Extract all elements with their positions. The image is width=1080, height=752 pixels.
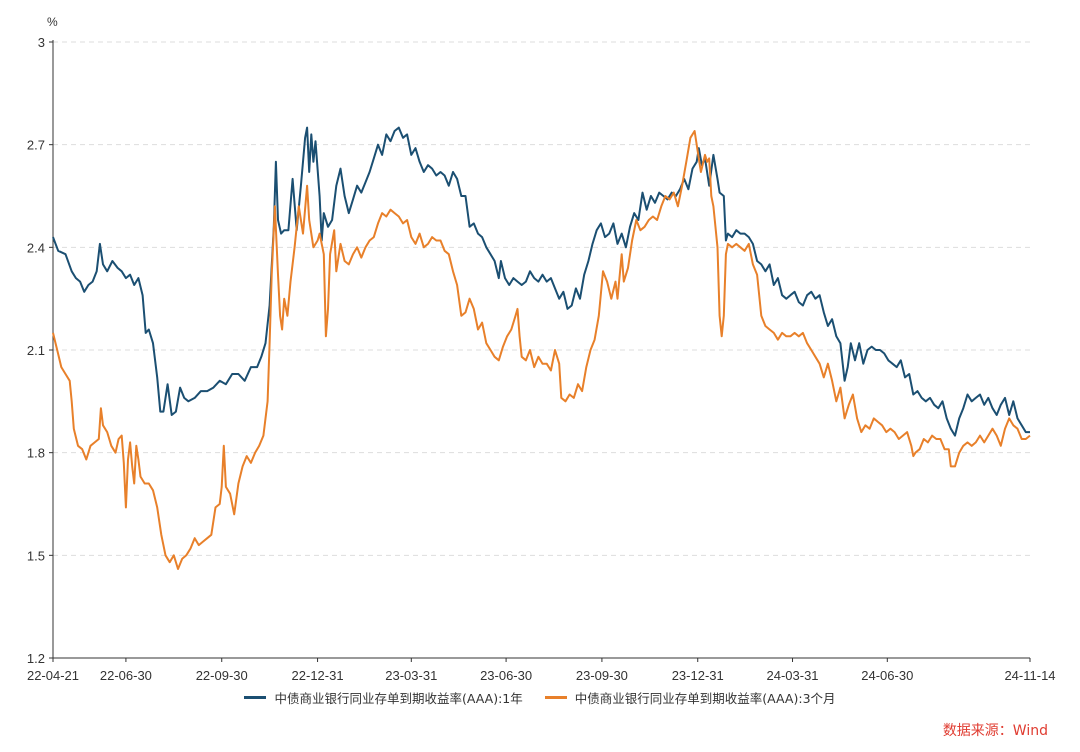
legend: 中债商业银行同业存单到期收益率(AAA):1年 中债商业银行同业存单到期收益率(… xyxy=(0,688,1080,707)
x-tick-label: 22-06-30 xyxy=(100,668,152,680)
axes xyxy=(52,40,1030,659)
y-tick-label: 3 xyxy=(38,35,45,50)
x-tick-label: 22-12-31 xyxy=(292,668,344,680)
y-tick-label: 2.4 xyxy=(27,240,45,255)
data-source-note: 数据来源：Wind xyxy=(942,723,1048,739)
legend-label-1y: 中债商业银行同业存单到期收益率(AAA):1年 xyxy=(274,691,523,706)
x-tick-label: 23-09-30 xyxy=(576,668,628,680)
x-tick-label: 22-04-21 xyxy=(27,668,79,680)
x-tick-label: 24-06-30 xyxy=(861,668,913,680)
gridlines xyxy=(53,41,1030,556)
x-tick-label: 23-03-31 xyxy=(385,668,437,680)
y-tick-label: 2.1 xyxy=(27,343,45,358)
y-tick-label: 1.8 xyxy=(27,446,45,461)
x-tick-label: 23-12-31 xyxy=(672,668,724,680)
y-tick-label: 1.5 xyxy=(27,548,45,563)
legend-label-3m: 中债商业银行同业存单到期收益率(AAA):3个月 xyxy=(574,691,836,706)
x-tick-label: 23-06-30 xyxy=(480,668,532,680)
series-lines xyxy=(52,126,1031,570)
x-axis-ticks: 22-04-21 22-06-30 22-09-30 22-12-31 23-03-31… xyxy=(27,658,1056,680)
y-tick-label: 2.7 xyxy=(27,138,45,153)
line-chart: % 1.21.51.82.12.42.73 22-04-21 22-06-30 22… xyxy=(27,15,1056,680)
series-line-1y xyxy=(52,126,1030,437)
x-tick-label: 22-09-30 xyxy=(196,668,248,680)
y-tick-label: 1.2 xyxy=(27,651,45,666)
legend-swatch-3m xyxy=(544,696,567,699)
legend-swatch-1y xyxy=(244,696,267,699)
y-axis-ticks: 1.2 1.5 1.8 2.1 2.4 2.7 3 xyxy=(27,35,53,666)
legend-item-1y[interactable]: 中债商业银行同业存单到期收益率(AAA):1年 xyxy=(244,688,523,707)
x-tick-label: 24-03-31 xyxy=(766,668,818,680)
y-axis-unit-label: % xyxy=(47,15,58,29)
x-tick-label: 24-11-14 xyxy=(1004,668,1055,680)
series-line-3m xyxy=(52,130,1031,570)
legend-item-3m[interactable]: 中债商业银行同业存单到期收益率(AAA):3个月 xyxy=(544,688,836,707)
